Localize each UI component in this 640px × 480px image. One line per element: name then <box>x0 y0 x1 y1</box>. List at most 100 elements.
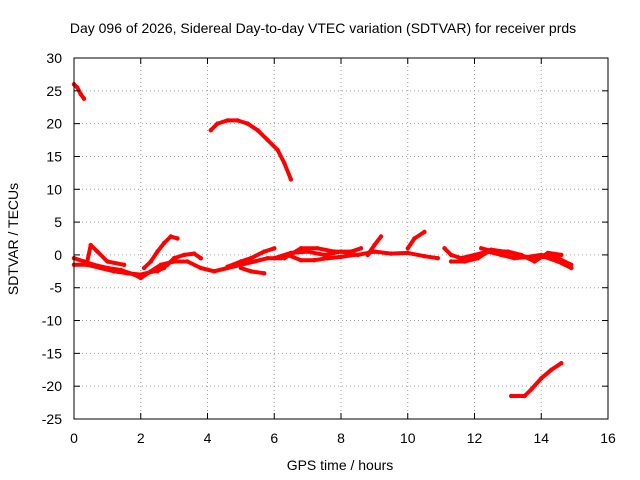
data-point <box>252 259 257 264</box>
y-tick-label: -25 <box>42 411 62 427</box>
data-point <box>312 258 317 263</box>
series-arc-b <box>208 118 293 182</box>
data-point <box>105 259 110 264</box>
data-point <box>155 249 160 254</box>
data-point <box>479 246 484 251</box>
data-point <box>512 256 517 261</box>
chart-title: Day 096 of 2026, Sidereal Day-to-day VTE… <box>70 20 576 36</box>
data-point <box>81 259 87 264</box>
x-tick-label: 2 <box>137 430 145 446</box>
x-tick-label: 12 <box>467 430 483 446</box>
data-point <box>422 229 427 235</box>
data-point <box>111 269 117 274</box>
data-point <box>448 259 454 264</box>
data-point <box>245 121 250 126</box>
data-point <box>555 259 561 264</box>
series-arc-c <box>509 361 564 398</box>
data-point <box>121 262 127 267</box>
data-point <box>88 242 93 248</box>
data-point <box>225 264 230 269</box>
grid-lines <box>74 58 608 419</box>
data-point <box>125 271 130 276</box>
data-point <box>161 240 167 246</box>
series-arc-o <box>405 229 427 251</box>
y-tick-label: -10 <box>42 313 62 329</box>
data-point <box>559 252 564 258</box>
x-tick-label: 0 <box>70 430 78 446</box>
x-axis-label: GPS time / hours <box>287 457 394 473</box>
data-point <box>198 265 203 271</box>
data-point <box>315 246 320 251</box>
y-tick-label: 30 <box>46 50 62 66</box>
data-point <box>372 249 377 254</box>
data-point <box>355 252 360 258</box>
data-point <box>412 236 417 241</box>
data-point <box>405 250 410 256</box>
data-point <box>322 252 327 258</box>
data-point <box>492 249 497 254</box>
x-tick-label: 8 <box>337 430 345 446</box>
data-point <box>238 265 244 271</box>
x-tick-labels: 0 2 4 6 8 10 12 14 16 <box>70 430 616 446</box>
data-point <box>372 242 377 248</box>
data-point <box>225 118 230 123</box>
data-point <box>282 160 287 166</box>
data-point <box>298 246 304 251</box>
y-tick-labels: -25 -20 -15 -10 -5 0 5 10 15 20 25 30 <box>42 50 62 427</box>
data-point <box>338 254 344 260</box>
data-point <box>529 387 534 392</box>
data-point <box>559 361 564 366</box>
x-tick-label: 10 <box>400 430 416 446</box>
data-point <box>248 269 254 274</box>
data-point <box>282 256 287 261</box>
data-point <box>305 249 310 254</box>
y-axis-label: SDTVAR / TECUs <box>5 183 21 295</box>
data-point <box>212 269 217 274</box>
data-point <box>332 249 337 254</box>
data-point <box>265 256 270 261</box>
data-point <box>458 256 464 261</box>
data-point <box>95 249 100 254</box>
data-point <box>165 262 170 267</box>
data-point <box>235 118 240 123</box>
y-tick-label: 0 <box>54 247 62 263</box>
data-point <box>472 252 477 258</box>
y-tick-label: -20 <box>42 378 62 394</box>
data-point <box>569 265 574 271</box>
y-tick-label: 5 <box>54 214 62 230</box>
data-point <box>265 137 270 143</box>
data-point <box>365 252 370 258</box>
data-point <box>138 275 143 281</box>
data-point <box>275 147 280 153</box>
data-point <box>358 246 364 251</box>
data-point <box>185 259 190 264</box>
data-point <box>348 249 354 254</box>
data-point <box>98 265 103 271</box>
data-point <box>208 128 213 133</box>
data-point <box>509 393 514 399</box>
axis-ticks <box>73 57 609 420</box>
data-point <box>151 269 157 274</box>
data-point <box>378 234 384 239</box>
data-point <box>499 252 504 258</box>
data-point <box>255 128 260 133</box>
data-point <box>475 256 480 261</box>
data-point <box>285 252 290 258</box>
data-point <box>549 367 554 372</box>
data-point <box>272 256 277 261</box>
data-point <box>168 234 173 239</box>
data-point <box>262 249 267 254</box>
data-point <box>158 262 163 267</box>
data-point <box>155 269 160 274</box>
data-point <box>215 121 220 126</box>
x-tick-label: 4 <box>204 430 212 446</box>
data-point <box>85 262 90 267</box>
data-point <box>519 252 524 258</box>
data-point <box>545 250 551 256</box>
data-point <box>181 252 187 258</box>
data-point <box>171 256 177 261</box>
data-point <box>248 256 254 261</box>
x-tick-label: 14 <box>533 430 549 446</box>
data-point <box>298 258 304 263</box>
